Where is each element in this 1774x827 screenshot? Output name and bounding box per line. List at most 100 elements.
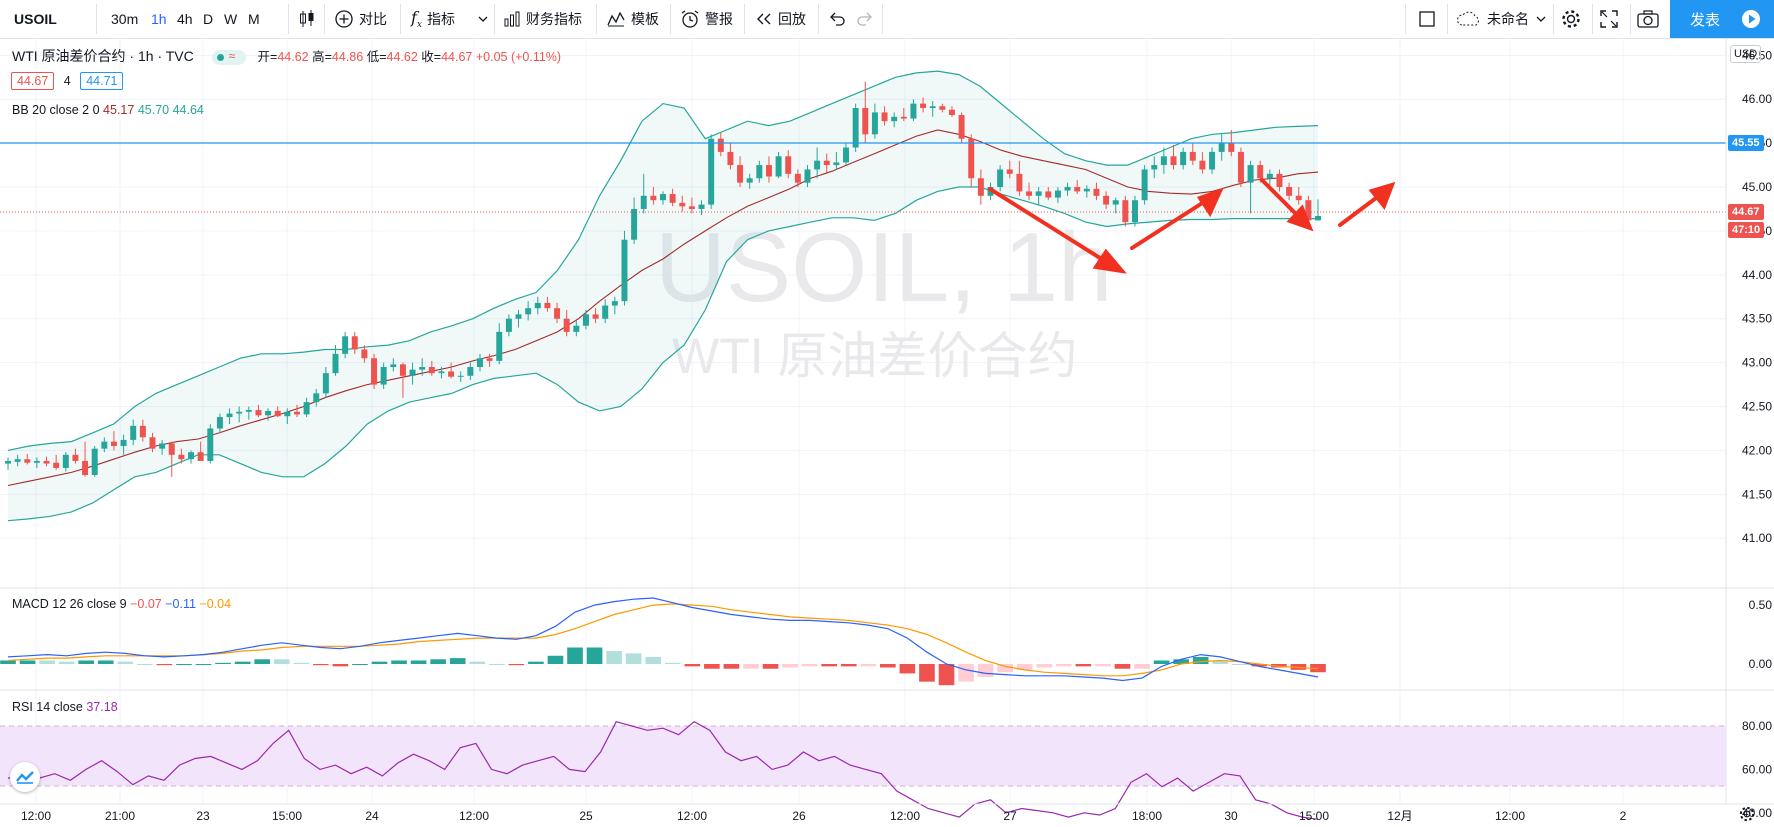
candle-body <box>602 305 609 319</box>
macd-bar <box>371 661 388 664</box>
arrow-down-2[interactable] <box>1260 178 1302 220</box>
interval-label: 30m <box>111 11 139 27</box>
snapshot-button[interactable] <box>1636 0 1660 38</box>
time-axis[interactable]: 12:00 21:00 23 15:00 24 12:00 25 12:00 26 12:00 27… <box>21 809 1627 823</box>
candle-body <box>351 336 358 350</box>
macd-bar <box>1212 660 1229 664</box>
macd-bar <box>1016 664 1033 670</box>
redo-button[interactable] <box>856 0 874 38</box>
candle-body <box>197 452 204 461</box>
templates-label: 模板 <box>631 11 659 27</box>
candle <box>1151 156 1158 179</box>
candles-icon <box>300 10 314 27</box>
toolbar-divider <box>324 4 325 34</box>
macd-bar <box>1134 664 1150 669</box>
interval-30m-button[interactable]: 30m <box>111 0 138 38</box>
arrow-down-1[interactable] <box>988 187 1110 265</box>
candle <box>1189 143 1196 166</box>
symbol-search-button[interactable]: USOIL <box>14 0 57 38</box>
candle-body <box>255 410 262 416</box>
templates-button[interactable]: 模板 <box>606 0 659 38</box>
candle <box>554 302 561 324</box>
candle <box>592 308 599 324</box>
square-icon <box>1419 11 1435 27</box>
ask-button[interactable]: 44.71 <box>80 72 124 90</box>
price-tick-label: 41.00 <box>1742 531 1772 545</box>
interval-d-button[interactable]: D <box>203 0 213 38</box>
symbol-title: WTI 原油差价合约 · 1h · TVC <box>12 48 194 64</box>
play-circle-icon <box>1742 10 1761 28</box>
candle <box>120 434 127 455</box>
candle <box>265 408 272 421</box>
candle <box>1035 187 1042 205</box>
candle-body <box>650 195 657 201</box>
replay-button[interactable]: 回放 <box>755 0 806 38</box>
publish-button[interactable]: 发表 <box>1670 0 1774 38</box>
compare-label: 对比 <box>359 11 387 27</box>
interval-4h-button[interactable]: 4h <box>177 0 193 38</box>
candle <box>178 448 185 464</box>
arrow-drawings[interactable] <box>988 178 1396 274</box>
arrow-up-1[interactable] <box>1130 198 1209 250</box>
candle-body <box>843 147 850 163</box>
arrow-up-2[interactable] <box>1338 193 1382 227</box>
candle <box>1276 169 1283 192</box>
candle <box>650 187 657 205</box>
candle <box>611 296 618 315</box>
candle-body <box>1054 190 1061 198</box>
candle-body <box>438 371 445 374</box>
interval-w-button[interactable]: W <box>224 0 237 38</box>
macd-bar <box>410 660 427 664</box>
macd-bar <box>254 659 270 664</box>
candle-body <box>1064 187 1071 191</box>
indicators-dropdown[interactable] <box>478 0 488 38</box>
candle-body <box>149 437 156 449</box>
candle-body <box>621 239 628 302</box>
currency-label[interactable]: USD <box>1730 45 1762 63</box>
candle-body <box>476 358 483 368</box>
candle <box>1045 187 1052 201</box>
symbol-legend[interactable]: WTI 原油差价合约 · 1h · TVC ≈ 开=44.62 高=44.86 … <box>12 46 561 66</box>
toolbar-divider <box>494 4 495 34</box>
candle-body <box>1141 169 1148 201</box>
indicators-button[interactable]: fx 指标 <box>411 0 455 38</box>
candle <box>602 299 609 324</box>
price-axis[interactable]: 46.5046.0045.5045.0044.5044.0043.5043.00… <box>1742 48 1772 819</box>
time-tick-label: 12:00 <box>21 809 51 823</box>
toolbar-divider <box>1630 4 1631 34</box>
candle <box>727 143 734 170</box>
undo-icon <box>830 12 845 26</box>
bid-button[interactable]: 44.67 <box>11 72 55 90</box>
legend-toggle-icon[interactable]: ≈ <box>211 49 246 65</box>
layout-name-button[interactable]: 未命名 <box>1456 0 1529 38</box>
macd-tick-label: 0.00 <box>1749 657 1773 671</box>
bollinger-legend[interactable]: BB 20 close 2 0 45.17 45.70 44.64 <box>12 103 204 117</box>
settings-button[interactable] <box>1560 0 1582 38</box>
financials-button[interactable]: 财务指标 <box>503 0 582 38</box>
alert-button[interactable]: 警报 <box>680 0 733 38</box>
layout-dropdown[interactable] <box>1536 0 1546 38</box>
candle <box>419 358 426 376</box>
compare-button[interactable]: 对比 <box>334 0 387 38</box>
macd-bar <box>645 656 662 664</box>
rsi-legend[interactable]: RSI 14 close 37.18 <box>12 700 118 714</box>
select-layout-button[interactable] <box>1418 0 1436 38</box>
interval-m-button[interactable]: M <box>248 0 260 38</box>
candle <box>631 197 638 245</box>
bb-label: BB 20 close 2 0 <box>12 103 100 117</box>
time-axis-settings-button[interactable] <box>1738 805 1756 826</box>
tradingview-logo[interactable] <box>10 762 40 792</box>
macd-legend[interactable]: MACD 12 26 close 9 −0.07 −0.11 −0.04 <box>12 597 231 611</box>
interval-1h-button[interactable]: 1h <box>151 0 167 38</box>
chart-type-button[interactable] <box>298 0 316 38</box>
candle-body <box>332 353 339 374</box>
undo-button[interactable] <box>828 0 846 38</box>
cloud-icon <box>1456 11 1479 26</box>
candle-body <box>640 195 647 209</box>
chart-canvas[interactable]: USOIL, 1h WTI 原油差价合约 46.5046.0045.5045.0… <box>0 38 1774 827</box>
fullscreen-button[interactable] <box>1599 0 1619 38</box>
macd-bar <box>1036 664 1053 668</box>
candle <box>920 97 927 113</box>
candle <box>958 112 965 144</box>
candle-body <box>814 160 821 170</box>
